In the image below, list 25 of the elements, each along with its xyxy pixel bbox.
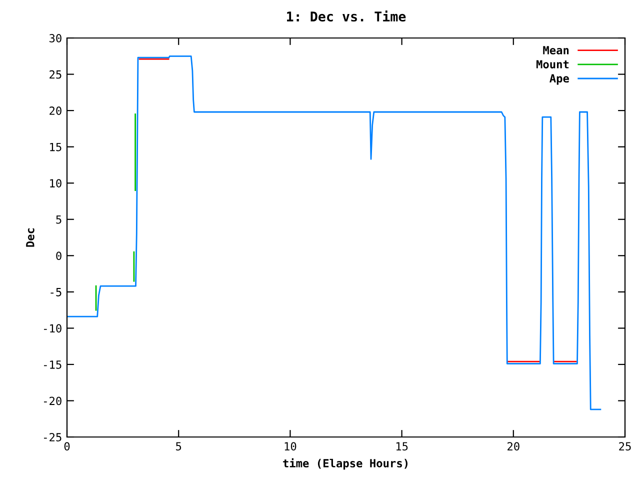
x-tick-label: 25 <box>619 442 631 451</box>
y-tick-label: -10 <box>44 324 62 333</box>
y-tick-label: 15 <box>50 142 62 152</box>
y-tick-label: -15 <box>44 360 62 369</box>
legend-label: Ape <box>550 74 569 85</box>
chart-title: 1: Dec vs. Time <box>287 10 406 22</box>
y-tick-label: 5 <box>56 216 62 224</box>
x-tick-label: 10 <box>284 442 296 451</box>
x-tick-label: 15 <box>396 442 408 451</box>
legend-label: Mount <box>536 60 569 68</box>
legend-label: Mean <box>543 46 569 54</box>
y-tick-label: 20 <box>50 106 62 115</box>
y-tick-label: 0 <box>56 252 62 260</box>
y-axis-title: Dec <box>26 228 34 247</box>
x-tick-label: 20 <box>508 442 520 451</box>
line-series <box>67 55 602 410</box>
y-tick-label: 25 <box>50 70 62 79</box>
y-tick-label: -25 <box>44 433 62 442</box>
y-tick-label: -5 <box>50 288 62 296</box>
x-tick-label: 0 <box>64 442 70 451</box>
x-axis-title: time (Elapse Hours) <box>283 458 408 470</box>
y-tick-label: 10 <box>50 179 62 188</box>
y-tick-label: -20 <box>44 396 62 406</box>
x-tick-label: 5 <box>176 442 182 451</box>
y-tick-label: 30 <box>50 34 62 42</box>
